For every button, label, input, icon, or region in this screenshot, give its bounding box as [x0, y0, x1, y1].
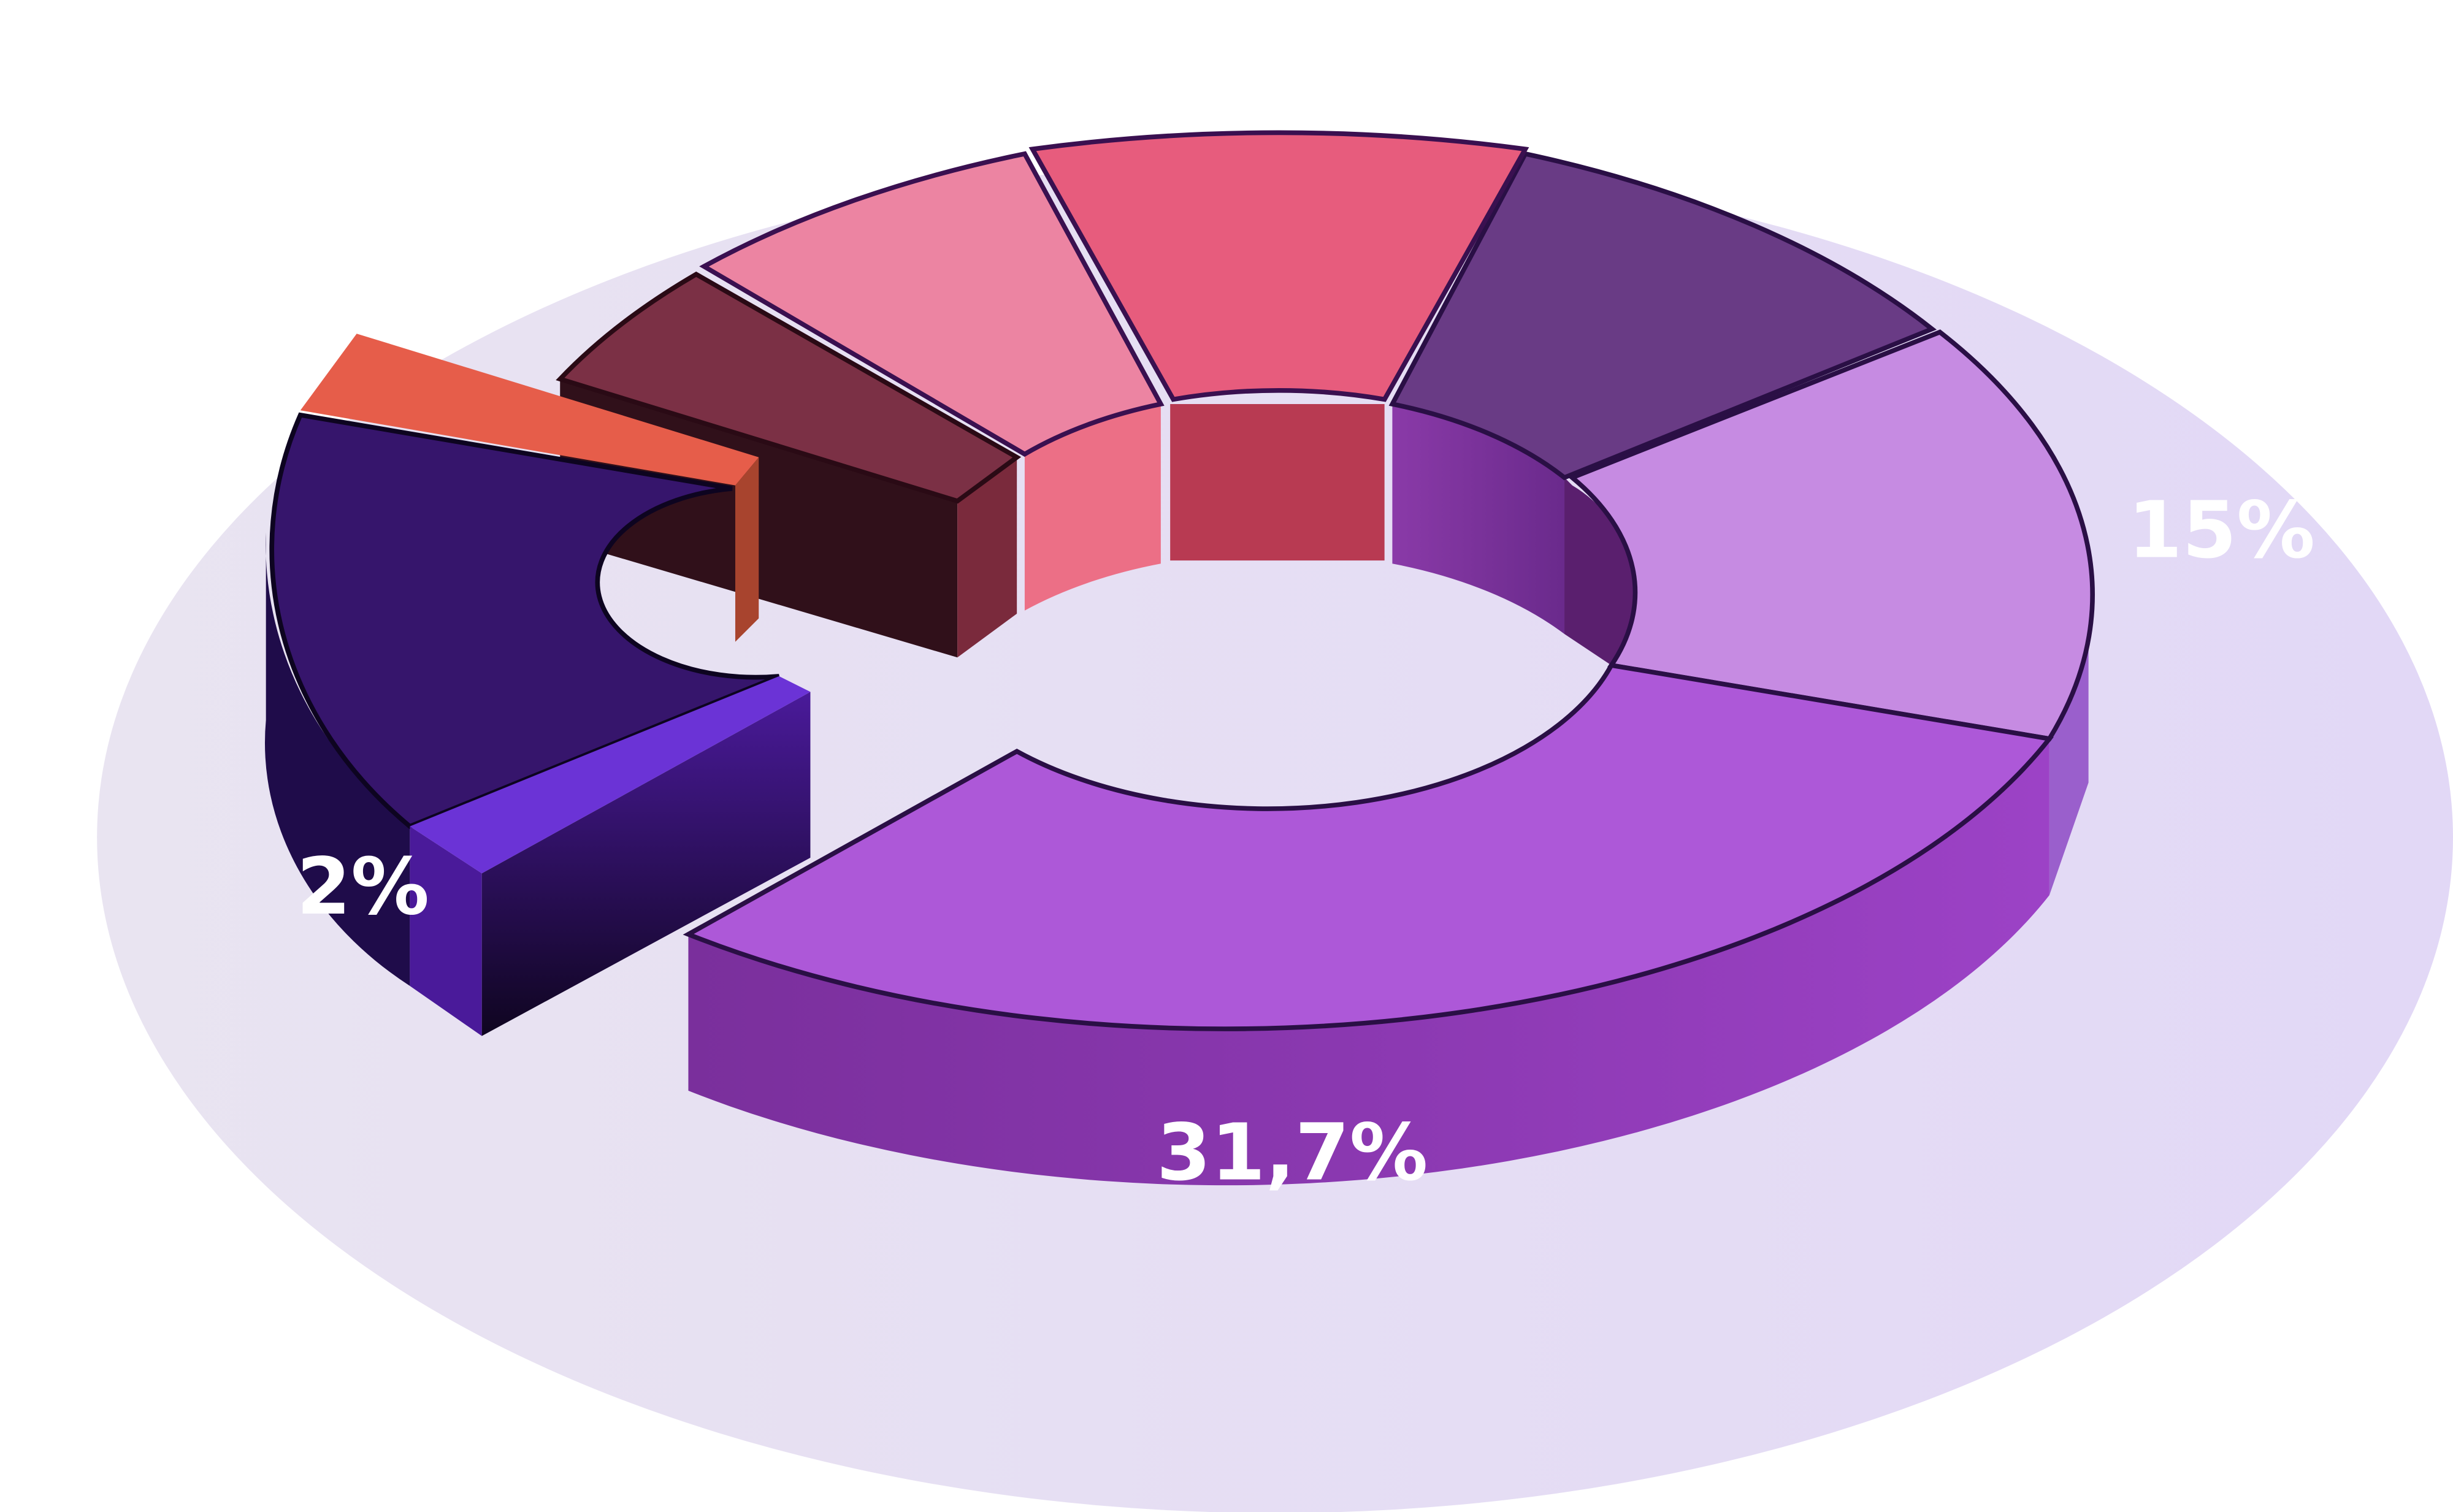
value-label: 31,7%: [1157, 1108, 1428, 1199]
segment-side: [481, 692, 811, 1036]
segment: [300, 334, 759, 486]
value-label: 2%: [297, 842, 430, 933]
segment: [1028, 130, 1529, 402]
segment-side: [264, 532, 410, 986]
segment-side: [957, 457, 1017, 658]
segment-side: [410, 826, 482, 1036]
segment-side: [2049, 626, 2089, 896]
segment: [556, 271, 1022, 504]
segment: [269, 412, 780, 830]
segment-wall: [1170, 404, 1385, 561]
segment-side: [688, 738, 2049, 1186]
segment: [683, 662, 2054, 1031]
segment-wall: [1024, 404, 1161, 611]
segment: [410, 676, 811, 874]
segment: [1388, 151, 1937, 481]
segment-wall: [1564, 477, 1634, 666]
segment-wall: [1392, 404, 1565, 635]
segment: [1567, 329, 2095, 742]
segment-side: [735, 457, 759, 642]
value-label: 15%: [2128, 485, 2315, 576]
segment: [699, 151, 1165, 457]
